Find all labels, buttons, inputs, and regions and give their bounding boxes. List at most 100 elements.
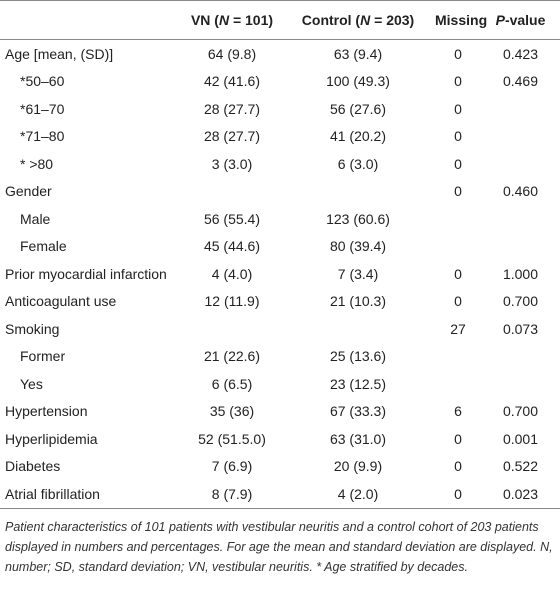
empty-cell [435,370,481,398]
row-label: Male [20,210,51,227]
cell: 6 [454,403,462,420]
subrow: * >80 3 (3.0) 6 (3.0) 0 [0,150,560,178]
empty-cell [481,123,560,151]
subrow: Female 45 (44.6) 80 (39.4) [0,233,560,261]
row: Atrial fibrillation 8 (7.9) 4 (2.0) 0 0.023 [0,480,560,509]
cell: 1.000 [502,265,539,282]
cell: 0 [454,458,462,475]
cell: 0 [454,45,462,62]
subrow: Yes 6 (6.5) 23 (12.5) [0,370,560,398]
header-text: = 101) [229,12,274,28]
row: Gender 0 0.460 [0,178,560,206]
row-label: Gender [5,183,52,200]
cell: 0 [454,293,462,310]
cell: 52 (51.5.0) [198,430,266,447]
subrow: *61–70 28 (27.7) 56 (27.6) 0 [0,95,560,123]
cell: 0 [454,100,462,117]
empty-cell [435,343,481,371]
cell: 56 (27.6) [329,100,387,117]
empty-cell [481,205,560,233]
cell: 0 [454,183,462,200]
empty-cell [435,205,481,233]
cell: 64 (9.8) [207,45,257,62]
cell: 0.700 [502,403,539,420]
empty-cell [281,315,435,343]
header-text: Control ( [301,12,361,28]
cell: 0.700 [502,293,539,310]
cell: 0 [454,265,462,282]
empty-cell [481,370,560,398]
subrow: Former 21 (22.6) 25 (13.6) [0,343,560,371]
cell: 3 (3.0) [211,155,253,172]
row-label: *71–80 [20,128,65,145]
cell: 28 (27.7) [203,128,261,145]
cell: 4 (2.0) [281,480,435,509]
cell: 0.460 [502,183,539,200]
row: Diabetes 7 (6.9) 20 (9.9) 0 0.522 [0,453,560,481]
cell: 0 [435,480,481,509]
cell: 0 [454,128,462,145]
cell: 67 (33.3) [329,403,387,420]
cell: 100 (49.3) [326,73,390,90]
empty-cell [481,150,560,178]
header-text: N [218,12,230,28]
cell: 56 (55.4) [203,210,261,227]
row-label: Yes [20,375,43,392]
cell: 0.469 [502,73,539,90]
row: Anticoagulant use 12 (11.9) 21 (10.3) 0 0.70… [0,288,560,316]
row-label: Diabetes [5,458,61,475]
cell: 0.001 [502,430,539,447]
header-text: N [360,12,371,28]
cell: 41 (20.2) [329,128,387,145]
cell: 0.423 [502,45,539,62]
row: Smoking 27 0.073 [0,315,560,343]
empty-cell [183,315,281,343]
cell: 123 (60.6) [326,210,390,227]
subrow: *50–60 42 (41.6) 100 (49.3) 0 0.469 [0,68,560,96]
cell: 0 [454,155,462,172]
empty-cell [183,178,281,206]
empty-cell [481,233,560,261]
empty-cell [435,233,481,261]
row: Prior myocardial infarction 4 (4.0) 7 (3.4… [0,260,560,288]
cell: 28 (27.7) [203,100,261,117]
cell: 0 [454,73,462,90]
cell: 7 (3.4) [337,265,379,282]
header-cell: Control (N = 203) [281,0,435,40]
row-label: *61–70 [20,100,65,117]
cell: 25 (13.6) [329,348,387,365]
row-label: Prior myocardial infarction [5,265,167,282]
header-text: VN ( [190,12,219,28]
row-label: *50–60 [20,73,65,90]
cell: 7 (6.9) [211,458,253,475]
cell: 20 (9.9) [333,458,383,475]
empty-cell [281,178,435,206]
cell: 45 (44.6) [203,238,261,255]
subrow: Male 56 (55.4) 123 (60.6) [0,205,560,233]
cell: 6 (3.0) [337,155,379,172]
row: Age [mean, (SD)] 64 (9.8) 63 (9.4) 0 0.423 [0,40,560,68]
cell: 21 (22.6) [203,348,261,365]
cell: 42 (41.6) [203,73,261,90]
cell: 0 [454,430,462,447]
header-text: P [495,12,505,28]
cell: 0.073 [502,320,539,337]
header-text: Missing [435,12,488,28]
caption: Patient characteristics of 101 patients … [5,519,553,574]
table-body: Age [mean, (SD)] 64 (9.8) 63 (9.4) 0 0.423 *5… [0,40,560,509]
header-cell [0,0,183,40]
empty-cell [481,95,560,123]
characteristics-table: VN (N = 101) Control (N = 203) Missing P-va… [0,0,560,509]
cell: 12 (11.9) [204,293,260,310]
row-label: Smoking [5,320,60,337]
cell: 80 (39.4) [329,238,387,255]
header-cell: Missing [435,0,487,40]
empty-cell [481,343,560,371]
row-label: Female [20,238,67,255]
header-text: = 203) [370,12,415,28]
row-label: Atrial fibrillation [0,480,183,509]
row-label: Age [mean, (SD)] [5,45,114,62]
row-label: Former [20,348,66,365]
cell: 6 (6.5) [211,375,253,392]
